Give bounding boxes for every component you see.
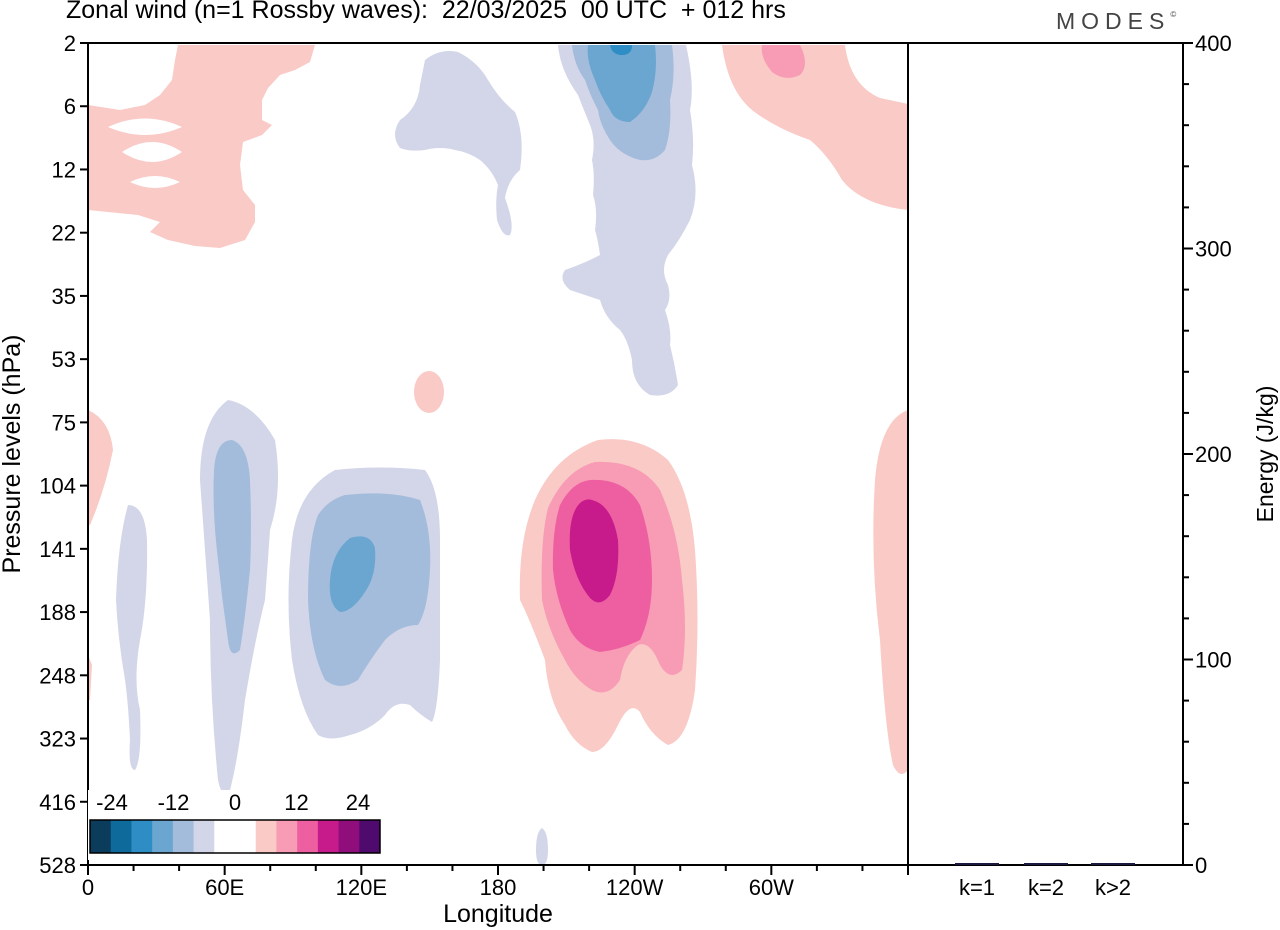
colorbar-swatch [131,820,153,853]
contour-positive-upper-right [722,45,908,210]
colorbar-tick-label: 12 [284,790,308,815]
wavenumber-labels: k=1 k=2 k>2 [959,875,1131,900]
longitude-tick-label: 180 [480,875,517,900]
contour-positive-upper-left [88,45,315,248]
energy-bars [955,863,1135,865]
contour-positive-upper-right-core [761,45,805,78]
modes-logo: MODES© [1056,8,1176,35]
wind-contours [88,45,908,865]
contour-negative-120e-core [329,536,376,612]
energy-panel-frame [907,42,1184,866]
pressure-axis: 2 6 12 22 35 53 75 104 141 188 248 323 416 528 [39,31,88,878]
pressure-tick-label: 323 [39,727,76,752]
longitude-tick-label: 60E [205,875,244,900]
colorbar-tick-label: -24 [96,790,128,815]
contour-positive-small [414,371,444,413]
colorbar-swatch [172,820,195,853]
energy-tick-label: 100 [1195,648,1232,673]
pressure-tick-label: 6 [64,94,76,119]
pressure-tick-label: 35 [52,284,76,309]
y-axis-label: Pressure levels (hPa) [0,335,26,574]
contour-negative-stratosphere-3 [587,45,656,122]
colorbar-frame [89,819,381,854]
x-axis-label: Longitude [443,900,553,928]
wavenumber-label: k=1 [959,875,995,900]
pressure-tick-label: 22 [52,221,76,246]
logo-copyright-mark: © [1170,10,1177,19]
chart-title: Zonal wind (n=1 Rossby waves): 22/03/202… [66,0,786,24]
pressure-tick-label: 75 [52,410,76,435]
energy-tick-label: 400 [1195,31,1232,56]
energy-bar [1024,863,1068,865]
energy-tick-label: 0 [1195,853,1207,878]
pressure-tick-label: 53 [52,347,76,372]
colorbar-swatch [317,820,340,853]
colorbar-swatch [152,820,174,853]
contour-positive-left-edge [88,410,113,525]
colorbar-swatch [193,820,215,853]
energy-tick-label: 300 [1195,237,1232,262]
colorbar-swatch [276,820,298,853]
contour-negative-bottom-180 [536,828,548,865]
colorbar-swatch [297,820,319,853]
colorbar-tick-label: -12 [158,790,190,815]
colorbar-swatch [255,820,277,853]
wavenumber-label: k>2 [1095,875,1131,900]
contour-hole-1 [108,118,182,135]
pressure-tick-label: 416 [39,790,76,815]
energy-axis: 0 100 200 300 400 [1183,31,1232,878]
contour-negative-20e [116,505,148,770]
pressure-tick-label: 2 [64,31,76,56]
colorbar-swatch [90,820,112,853]
longitude-axis: 0 60E 120E 180 120W 60W [82,865,909,900]
longitude-tick-label: 0 [82,875,94,900]
energy-axis-label: Energy (J/kg) [1252,386,1278,523]
logo-text: MODES [1056,8,1171,34]
contour-hole-3 [130,176,180,188]
colorbar-swatch [110,820,132,853]
pressure-tick-label: 12 [52,157,76,182]
energy-bar [955,863,999,865]
wavenumber-label: k=2 [1028,875,1064,900]
colorbar-swatch [235,820,257,853]
pressure-tick-label: 104 [39,474,76,499]
longitude-tick-label: 120W [606,875,664,900]
contour-negative-stratosphere-4 [610,45,632,55]
colorbar-tick-label: 0 [229,790,241,815]
contour-negative-upper-center [395,51,522,236]
colorbar-tick-label: 24 [346,790,370,815]
colorbar-swatch [214,820,236,853]
pressure-tick-label: 141 [39,537,76,562]
energy-bar [1091,863,1135,865]
contour-hole-2 [122,142,182,162]
colorbar-swatch [338,820,360,853]
energy-tick-label: 200 [1195,442,1232,467]
pressure-tick-label: 528 [39,853,76,878]
contour-negative-120e-mid [308,493,431,686]
contour-positive-right-edge [873,410,908,774]
longitude-tick-label: 120E [336,875,387,900]
contour-negative-60e-inner [213,440,251,654]
longitude-tick-label: 60W [749,875,794,900]
pressure-tick-label: 248 [39,663,76,688]
contour-positive-max-core [569,499,619,603]
pressure-tick-label: 188 [39,600,76,625]
colorbar: -24 -12 0 12 24 [88,790,383,860]
colorbar-swatch [359,820,381,853]
